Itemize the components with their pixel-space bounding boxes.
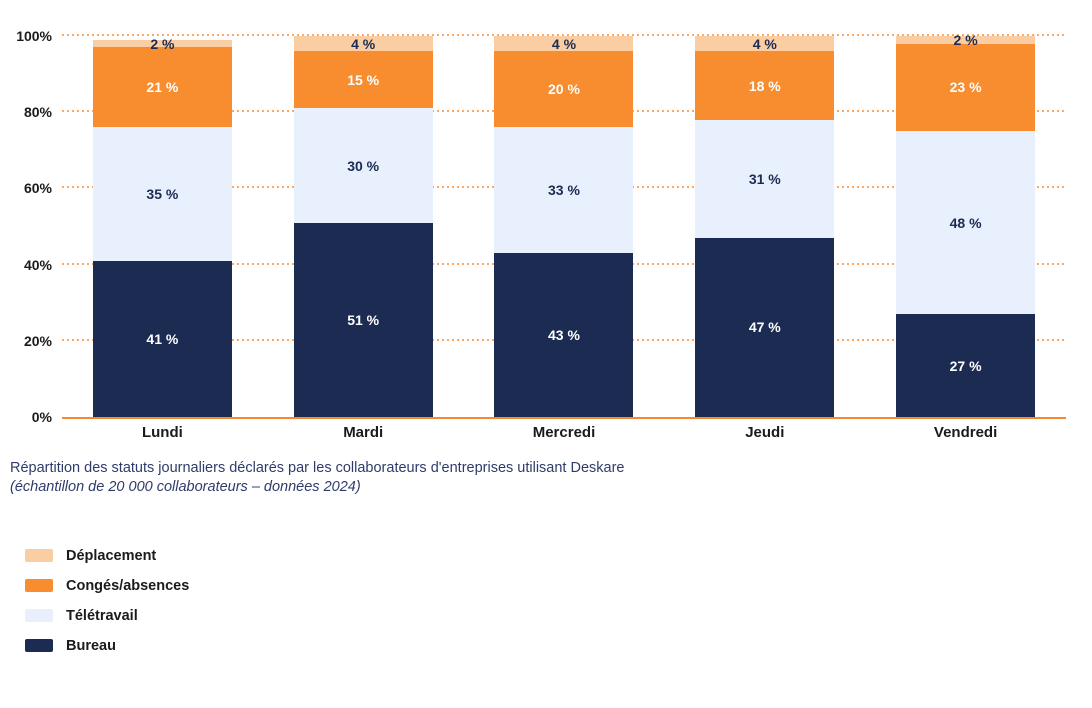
x-axis-baseline <box>62 417 1066 419</box>
y-axis-tick-20: 20% <box>23 332 52 349</box>
segment-teletravail-vendredi: 48 % <box>896 131 1036 315</box>
segment-deplacement-mercredi: 4 % <box>494 35 634 52</box>
bar-slot-mardi: 51 % 30 % 15 % 4 % <box>263 36 464 417</box>
legend-label-teletravail: Télétravail <box>66 607 138 624</box>
segment-value-label: 4 % <box>351 35 376 52</box>
segment-conges-jeudi: 18 % <box>695 51 835 120</box>
y-axis-tick-100: 100% <box>16 28 52 44</box>
gridline-100 <box>62 34 1066 36</box>
bar-slot-vendredi: 27 % 48 % 23 % 2 % <box>865 31 1066 417</box>
segment-value-label: 48 % <box>949 214 982 231</box>
segment-bureau-mercredi: 43 % <box>494 253 634 417</box>
legend-swatch-deplacement <box>25 549 53 563</box>
x-axis-label-vendredi: Vendredi <box>933 424 998 441</box>
bar-slot-jeudi: 47 % 31 % 18 % 4 % <box>664 36 865 417</box>
chart-plot-area: 0% 20% 40% 60% 80% 100% 41 % 35 % 21 % 2 % 51 % 30 … <box>16 28 1066 425</box>
segment-teletravail-mardi: 30 % <box>293 108 433 223</box>
bar-vendredi: 27 % 48 % 23 % 2 % <box>896 31 1036 417</box>
segment-deplacement-lundi: 2 % <box>92 35 232 52</box>
segment-conges-lundi: 21 % <box>92 47 232 128</box>
legend-label-deplacement: Déplacement <box>66 547 157 564</box>
y-axis-tick-40: 40% <box>23 256 52 273</box>
segment-value-label: 41 % <box>146 330 179 347</box>
segment-teletravail-mercredi: 33 % <box>494 127 634 254</box>
legend-swatch-teletravail <box>25 609 53 623</box>
y-axis-tick-80: 80% <box>23 104 52 121</box>
y-axis-tick-60: 60% <box>23 180 52 197</box>
stacked-bar-chart: 0% 20% 40% 60% 80% 100% 41 % 35 % 21 % 2 % 51 % 30 … <box>0 28 1092 441</box>
segment-value-label: 4 % <box>551 35 577 52</box>
bars-container: 41 % 35 % 21 % 2 % 51 % 30 % 15 % 4 % 43 % 33 % 20… <box>62 31 1066 417</box>
segment-value-label: 15 % <box>347 71 380 88</box>
bar-jeudi: 47 % 31 % 18 % 4 % <box>695 35 835 417</box>
segment-value-label: 2 % <box>953 31 978 48</box>
segment-value-label: 33 % <box>548 182 580 199</box>
segment-bureau-vendredi: 27 % <box>896 314 1036 417</box>
x-axis-labels: Lundi Mardi Mercredi Jeudi Vendredi <box>62 424 1066 441</box>
legend-item-bureau: Bureau <box>25 631 1092 661</box>
segment-bureau-jeudi: 47 % <box>695 237 835 417</box>
bar-lundi: 41 % 35 % 21 % 2 % <box>92 35 232 417</box>
chart-caption: Répartition des statuts journaliers décl… <box>10 459 1092 497</box>
legend-item-deplacement: Déplacement <box>25 541 1092 571</box>
segment-value-label: 23 % <box>949 79 982 96</box>
segment-value-label: 51 % <box>347 311 380 328</box>
bar-slot-mercredi: 43 % 33 % 20 % 4 % <box>464 36 665 417</box>
x-axis-label-mardi: Mardi <box>343 424 384 441</box>
segment-value-label: 30 % <box>347 157 380 174</box>
bar-mardi: 51 % 30 % 15 % 4 % <box>293 35 433 417</box>
segment-deplacement-jeudi: 4 % <box>695 35 835 52</box>
segment-value-label: 20 % <box>548 81 580 98</box>
segment-value-label: 21 % <box>146 79 179 96</box>
y-axis-tick-0: 0% <box>31 409 52 425</box>
segment-value-label: 4 % <box>752 35 777 52</box>
legend-swatch-bureau <box>25 639 53 653</box>
segment-deplacement-vendredi: 2 % <box>896 31 1036 48</box>
segment-value-label: 43 % <box>548 327 580 344</box>
chart-legend: Déplacement Congés/absences Télétravail Bur… <box>25 541 1092 661</box>
segment-value-label: 27 % <box>949 357 982 374</box>
legend-swatch-conges <box>25 579 53 593</box>
segment-conges-vendredi: 23 % <box>896 43 1036 132</box>
segment-conges-mercredi: 20 % <box>494 51 634 128</box>
bar-slot-lundi: 41 % 35 % 21 % 2 % <box>62 36 263 417</box>
segment-teletravail-jeudi: 31 % <box>695 119 835 238</box>
segment-bureau-mardi: 51 % <box>293 222 433 417</box>
x-axis-label-mercredi: Mercredi <box>532 424 596 441</box>
segment-value-label: 2 % <box>150 35 175 52</box>
deskare-status-chart-page: 0% 20% 40% 60% 80% 100% 41 % 35 % 21 % 2 % 51 % 30 … <box>0 28 1092 708</box>
segment-bureau-lundi: 41 % <box>92 260 232 417</box>
legend-item-conges: Congés/absences <box>25 571 1092 601</box>
segment-value-label: 18 % <box>748 77 781 94</box>
legend-label-bureau: Bureau <box>66 637 116 654</box>
segment-value-label: 31 % <box>748 170 781 187</box>
caption-line-2: (échantillon de 20 000 collaborateurs – … <box>10 478 361 495</box>
segment-conges-mardi: 15 % <box>293 51 433 109</box>
bar-mercredi: 43 % 33 % 20 % 4 % <box>494 35 634 417</box>
x-axis-label-lundi: Lundi <box>141 424 183 441</box>
segment-value-label: 35 % <box>146 186 179 203</box>
legend-label-conges: Congés/absences <box>66 577 190 594</box>
segment-teletravail-lundi: 35 % <box>92 127 232 261</box>
segment-deplacement-mardi: 4 % <box>293 35 433 52</box>
segment-value-label: 47 % <box>748 319 781 336</box>
x-axis-label-jeudi: Jeudi <box>745 424 785 441</box>
legend-item-teletravail: Télétravail <box>25 601 1092 631</box>
caption-line-1: Répartition des statuts journaliers décl… <box>10 460 625 476</box>
